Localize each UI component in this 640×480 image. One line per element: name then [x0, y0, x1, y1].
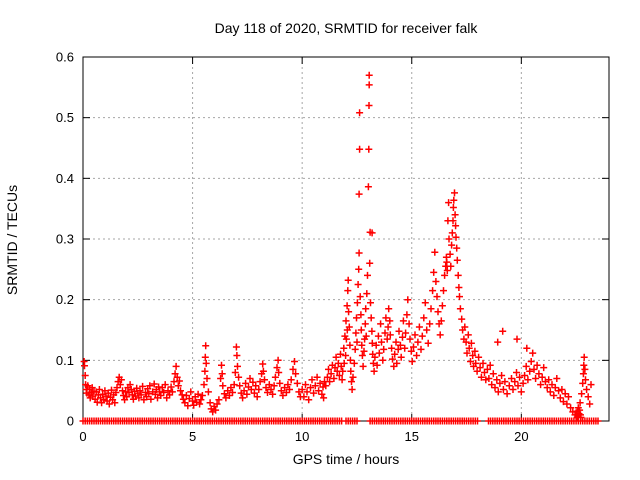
y-tick-label: 0.3 — [56, 232, 74, 247]
x-tick-label: 20 — [514, 429, 528, 444]
y-axis-label: SRMTID / TECUs — [4, 185, 20, 295]
chart-title: Day 118 of 2020, SRMTID for receiver fal… — [215, 20, 479, 36]
y-tick-label: 0 — [67, 414, 74, 429]
x-tick-label: 5 — [189, 429, 196, 444]
x-tick-label: 15 — [405, 429, 419, 444]
y-tick-label: 0.4 — [56, 171, 74, 186]
y-tick-label: 0.5 — [56, 110, 74, 125]
x-tick-label: 0 — [79, 429, 86, 444]
y-tick-label: 0.1 — [56, 353, 74, 368]
grid-layer — [83, 57, 609, 421]
y-tick-label: 0.2 — [56, 292, 74, 307]
axis-layer — [82, 56, 610, 422]
x-tick-label: 10 — [295, 429, 309, 444]
x-axis-label: GPS time / hours — [293, 451, 400, 467]
data-points-layer — [79, 71, 602, 425]
scatter-points — [80, 71, 595, 421]
plot-border — [82, 56, 610, 422]
zero-line-points — [79, 417, 602, 425]
tick-label-layer: 0 5 10 15 20 0 0.1 0.2 0.3 0.4 0.5 0.6 — [56, 50, 529, 445]
y-tick-label: 0.6 — [56, 50, 74, 65]
